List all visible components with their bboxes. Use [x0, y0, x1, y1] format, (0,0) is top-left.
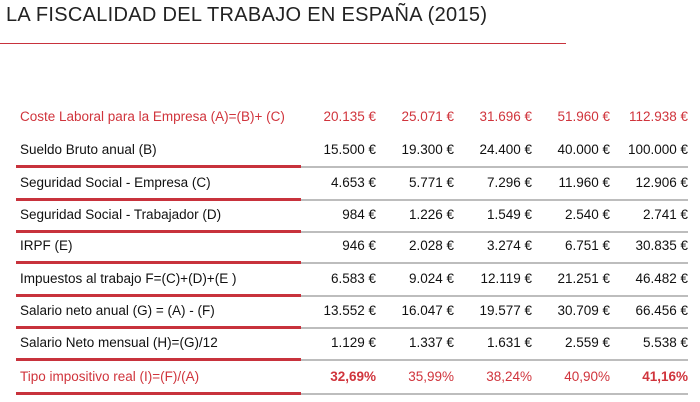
title-divider [0, 43, 566, 44]
row-value: 1.549 € [486, 207, 532, 222]
table-row: IRPF (E) 946 € 2.028 € 3.274 € 6.751 € 30.835… [0, 230, 700, 264]
row-value: 19.577 € [479, 303, 532, 318]
row-value: 25.071 € [401, 109, 454, 124]
row-value: 6.583 € [330, 271, 376, 286]
row-value: 7.296 € [486, 175, 532, 190]
row-label: Sueldo Bruto anual (B) [20, 142, 157, 157]
row-label: IRPF (E) [20, 238, 73, 253]
row-value: 12.119 € [480, 271, 532, 286]
row-value: 6.751 € [564, 238, 610, 253]
row-value: 16.047 € [401, 303, 454, 318]
row-value: 5.771 € [408, 175, 454, 190]
table-row: Sueldo Bruto anual (B) 15.500 € 19.300 € 24… [0, 134, 700, 168]
row-value: 51.960 € [557, 109, 610, 124]
row-divider-gray [301, 295, 688, 297]
row-divider-gray [301, 359, 688, 361]
table-row: Salario Neto mensual (H)=(G)/12 1.129 € 1.… [0, 327, 700, 361]
row-value: 19.300 € [401, 142, 454, 157]
row-value: 12.906 € [635, 175, 688, 190]
row-value: 1.337 € [408, 335, 454, 350]
row-value: 40.000 € [557, 142, 610, 157]
row-value: 984 € [342, 207, 376, 222]
table-row: Impuestos al trabajo F=(C)+(D)+(E ) 6.583… [0, 263, 700, 297]
row-value: 15.500 € [323, 142, 376, 157]
row-value: 24.400 € [479, 142, 532, 157]
page-title: LA FISCALIDAD DEL TRABAJO EN ESPAÑA (201… [6, 4, 488, 26]
row-value: 100.000 € [627, 142, 688, 157]
row-value: 9.024 € [408, 271, 454, 286]
row-value: 38,24% [486, 369, 532, 384]
row-value: 30.835 € [635, 238, 688, 253]
table-row: Seguridad Social - Trabajador (D) 984 € 1.… [0, 199, 700, 233]
row-value: 1.129 € [330, 335, 376, 350]
row-divider-red [16, 198, 301, 201]
table-row: Coste Laboral para la Empresa (A)=(B)+ (… [0, 101, 700, 133]
row-label: Seguridad Social - Trabajador (D) [20, 207, 222, 222]
row-value: 112.938 € [628, 109, 688, 124]
row-label: Salario Neto mensual (H)=(G)/12 [20, 335, 218, 350]
row-value: 21.251 € [557, 271, 610, 286]
row-divider-gray [301, 231, 688, 233]
row-value: 3.274 € [486, 238, 532, 253]
row-divider-red [16, 230, 301, 233]
row-value: 5.538 € [642, 335, 688, 350]
row-value: 946 € [342, 238, 376, 253]
row-value: 31.696 € [479, 109, 532, 124]
row-value: 2.028 € [408, 238, 454, 253]
row-value: 20.135 € [323, 109, 376, 124]
row-divider-red [16, 358, 301, 361]
row-divider-red [16, 392, 301, 395]
row-label: Impuestos al trabajo F=(C)+(D)+(E ) [20, 271, 237, 286]
row-divider-gray [301, 199, 688, 201]
row-value: 13.552 € [323, 303, 376, 318]
row-value: 32,69% [330, 369, 376, 384]
row-label: Seguridad Social - Empresa (C) [20, 175, 211, 190]
table-row: Salario neto anual (G) = (A) - (F) 13.552… [0, 295, 700, 329]
row-divider-red [16, 326, 301, 329]
row-label: Tipo impositivo real (I)=(F)/(A) [20, 369, 200, 384]
row-divider-gray [301, 393, 688, 395]
row-divider-red [16, 165, 301, 168]
row-value: 1.226 € [408, 207, 454, 222]
row-value: 2.540 € [564, 207, 610, 222]
row-value: 46.482 € [635, 271, 688, 286]
row-value: 66.456 € [635, 303, 688, 318]
row-divider-gray [301, 327, 688, 329]
row-divider-red [16, 294, 301, 297]
row-value: 1.631 € [486, 335, 532, 350]
row-value: 40,90% [564, 369, 610, 384]
row-value: 11.960 € [558, 175, 610, 190]
row-value: 30.709 € [557, 303, 610, 318]
row-divider-gray [301, 262, 688, 264]
table-row: Seguridad Social - Empresa (C) 4.653 € 5.7… [0, 167, 700, 201]
row-value: 2.741 € [642, 207, 688, 222]
row-value: 2.559 € [564, 335, 610, 350]
row-label: Coste Laboral para la Empresa (A)=(B)+ (… [20, 109, 285, 124]
row-divider-gray [301, 166, 688, 168]
row-value: 4.653 € [330, 175, 376, 190]
table-row: Tipo impositivo real (I)=(F)/(A) 32,69% 35… [0, 361, 700, 395]
row-divider-red [16, 261, 301, 264]
row-value: 41,16% [642, 369, 688, 384]
row-label: Salario neto anual (G) = (A) - (F) [20, 303, 215, 318]
row-value: 35,99% [408, 369, 454, 384]
